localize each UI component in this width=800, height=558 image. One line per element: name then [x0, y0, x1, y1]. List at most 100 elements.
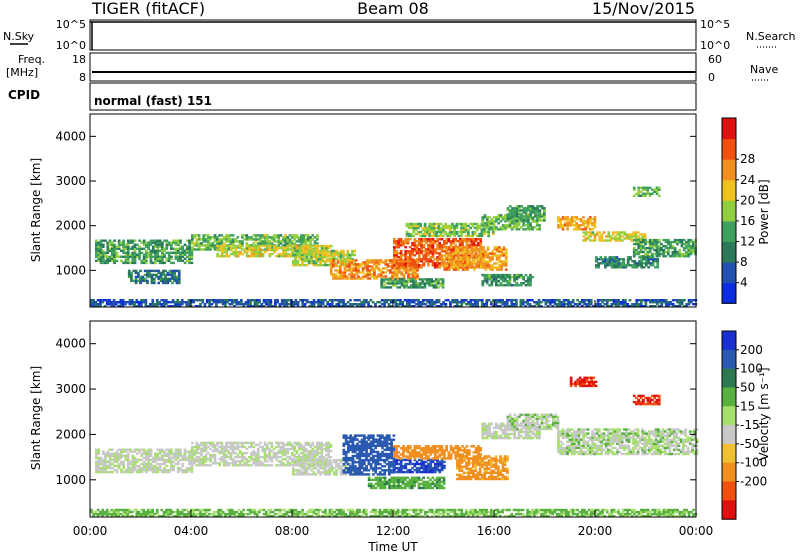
data-cell	[198, 444, 201, 446]
data-cell	[525, 274, 528, 276]
data-cell	[538, 224, 541, 226]
data-cell	[246, 245, 249, 247]
data-cell	[232, 442, 235, 444]
data-cell	[172, 299, 175, 301]
data-cell	[603, 239, 606, 241]
data-cell	[447, 299, 450, 301]
data-cell	[154, 465, 157, 467]
data-cell	[97, 244, 100, 246]
data-cell	[310, 258, 313, 260]
data-cell	[494, 246, 497, 248]
nave-tick-bottom: 0	[708, 71, 715, 84]
data-cell	[228, 245, 231, 247]
data-cell	[603, 231, 606, 233]
data-cell	[423, 244, 426, 246]
data-cell	[342, 299, 345, 301]
data-cell	[282, 244, 285, 246]
data-cell	[264, 464, 267, 466]
data-cell	[387, 278, 390, 280]
data-cell	[291, 452, 294, 454]
data-cell	[122, 463, 125, 465]
data-cell	[312, 245, 315, 247]
data-cell	[504, 284, 507, 286]
data-cell	[495, 216, 498, 218]
data-cell	[359, 271, 362, 273]
data-cell	[282, 462, 285, 464]
data-cell	[665, 299, 668, 301]
data-cell	[241, 464, 244, 466]
data-cell	[125, 449, 128, 451]
data-cell	[172, 248, 175, 250]
data-cell	[207, 248, 210, 250]
data-cell	[484, 250, 487, 252]
data-cell	[651, 299, 654, 301]
data-cell	[511, 284, 514, 286]
data-cell	[417, 282, 420, 284]
data-cell	[475, 258, 478, 260]
data-cell	[484, 222, 487, 224]
data-cell	[188, 467, 191, 469]
data-cell	[582, 220, 585, 222]
data-cell	[296, 450, 299, 452]
data-cell	[289, 448, 292, 450]
data-cell	[346, 275, 349, 277]
data-cell	[575, 216, 578, 218]
data-cell	[261, 462, 264, 464]
data-cell	[254, 299, 257, 301]
data-cell	[629, 264, 632, 266]
data-cell	[468, 238, 471, 240]
scatter-band	[380, 278, 444, 288]
data-cell	[275, 464, 278, 466]
data-cell	[385, 286, 388, 288]
data-cell	[225, 460, 228, 462]
data-cell	[261, 240, 264, 242]
data-cell	[236, 464, 239, 466]
data-cell	[236, 454, 239, 456]
data-cell	[275, 255, 278, 257]
data-cell	[409, 273, 412, 275]
data-cell	[488, 216, 491, 218]
data-cell	[120, 299, 123, 301]
data-cell	[255, 255, 258, 257]
data-cell	[221, 446, 224, 448]
data-cell	[640, 241, 643, 243]
data-cell	[585, 303, 588, 305]
data-cell	[330, 245, 333, 247]
data-cell	[255, 249, 258, 251]
data-cell	[113, 262, 116, 264]
data-cell	[444, 254, 447, 256]
scatter-band	[128, 270, 181, 284]
data-cell	[164, 282, 167, 284]
data-cell	[484, 226, 487, 228]
data-cell	[463, 238, 466, 240]
data-cell	[104, 260, 107, 262]
data-cell	[637, 239, 640, 241]
data-cell	[271, 446, 274, 448]
nsky-strip: N.Sky 10^5 10^0 10^5 10^0 N.Search	[3, 18, 796, 52]
scatter-band	[557, 216, 596, 230]
data-cell	[654, 266, 657, 268]
data-cell	[280, 446, 283, 448]
data-cell	[157, 282, 160, 284]
data-cell	[120, 244, 123, 246]
data-cell	[175, 463, 178, 465]
data-cell	[271, 253, 274, 255]
data-cell	[177, 463, 180, 465]
data-cell	[299, 258, 302, 260]
data-cell	[95, 449, 98, 451]
data-cell	[523, 207, 526, 209]
data-cell	[420, 301, 423, 303]
data-cell	[342, 250, 345, 252]
data-cell	[156, 457, 159, 459]
data-cell	[564, 222, 567, 224]
data-cell	[518, 217, 521, 219]
data-cell	[104, 453, 107, 455]
data-cell	[175, 244, 178, 246]
data-cell	[345, 303, 348, 305]
data-cell	[541, 205, 544, 207]
data-cell	[527, 276, 530, 278]
data-cell	[417, 231, 420, 233]
data-cell	[509, 276, 512, 278]
data-cell	[541, 213, 544, 215]
data-cell	[159, 240, 162, 242]
